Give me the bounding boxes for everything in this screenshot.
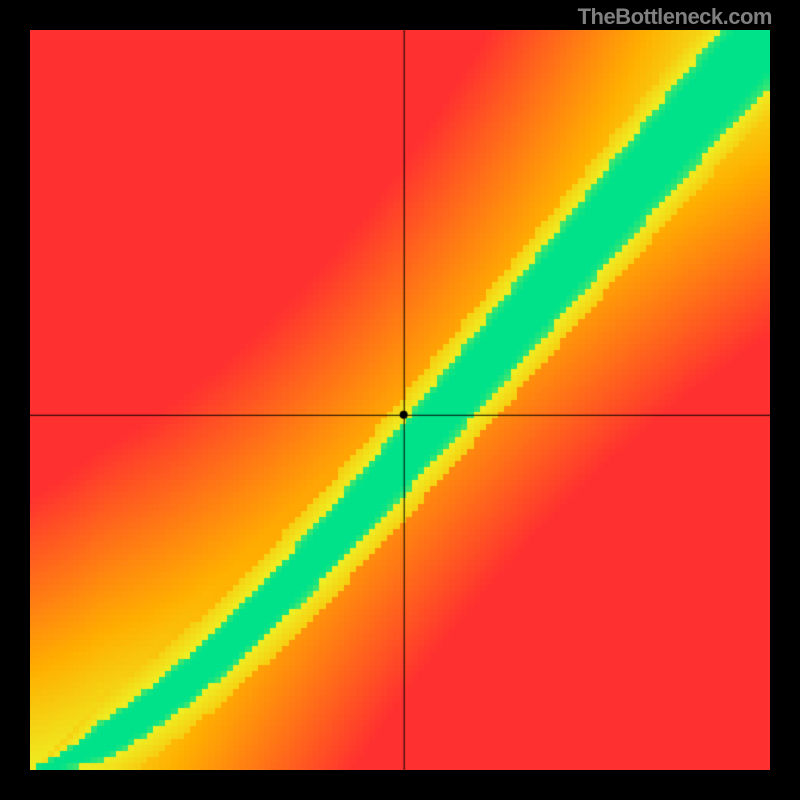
bottleneck-heatmap xyxy=(30,30,770,770)
watermark-text: TheBottleneck.com xyxy=(578,4,772,30)
